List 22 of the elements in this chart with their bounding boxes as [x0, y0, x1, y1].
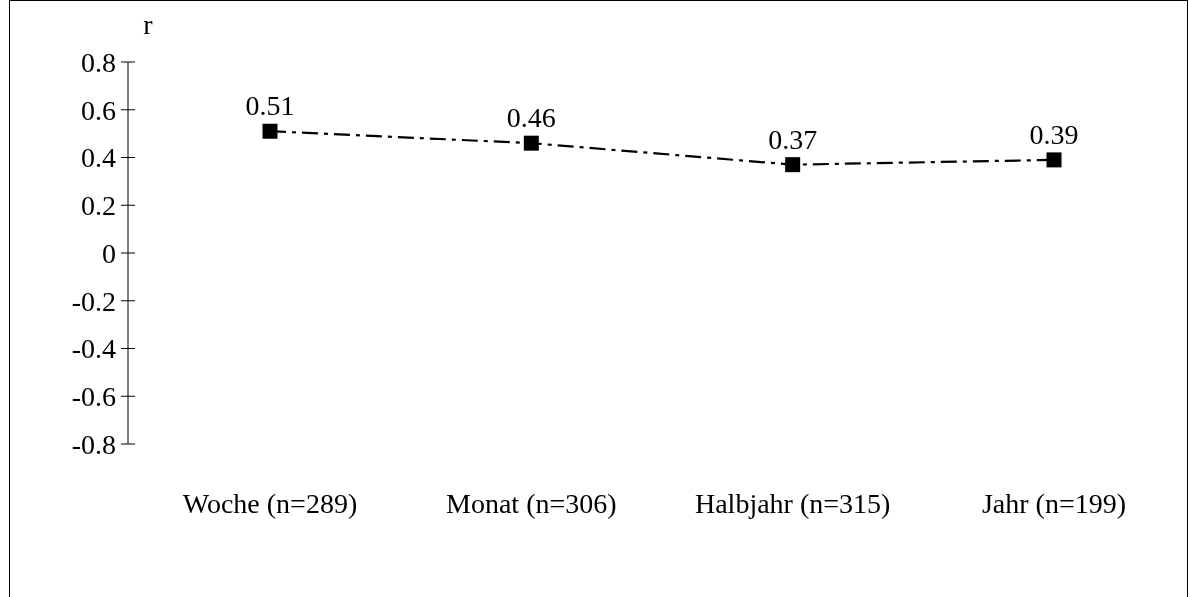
y-tick-label: -0.4 — [71, 333, 116, 365]
x-tick-label: Monat (n=306) — [446, 488, 617, 519]
y-tick-label: 0.4 — [81, 142, 116, 174]
x-tick-label: Halbjahr (n=315) — [694, 488, 891, 519]
point — [1046, 152, 1062, 168]
x-tick-label: Jahr (n=199) — [981, 488, 1127, 519]
y-tick-label: 0.6 — [81, 94, 116, 126]
point — [785, 157, 801, 173]
point — [523, 135, 539, 151]
y-tick-label: -0.2 — [71, 285, 116, 317]
y-axis-title: r — [143, 9, 154, 40]
data-label: 0.51 — [245, 90, 295, 122]
y-tick-label: 0.8 — [81, 46, 116, 78]
data-label: 0.37 — [768, 123, 818, 155]
y-tick-label: 0 — [102, 237, 116, 269]
data-label: 0.46 — [506, 102, 556, 134]
data-label: 0.39 — [1029, 118, 1079, 150]
y-tick-label: 0.2 — [81, 190, 116, 222]
x-tick-label: Woche (n=289) — [182, 488, 358, 519]
y-tick-label: -0.8 — [71, 428, 116, 460]
y-tick-label: -0.6 — [71, 381, 116, 413]
point — [262, 123, 278, 139]
